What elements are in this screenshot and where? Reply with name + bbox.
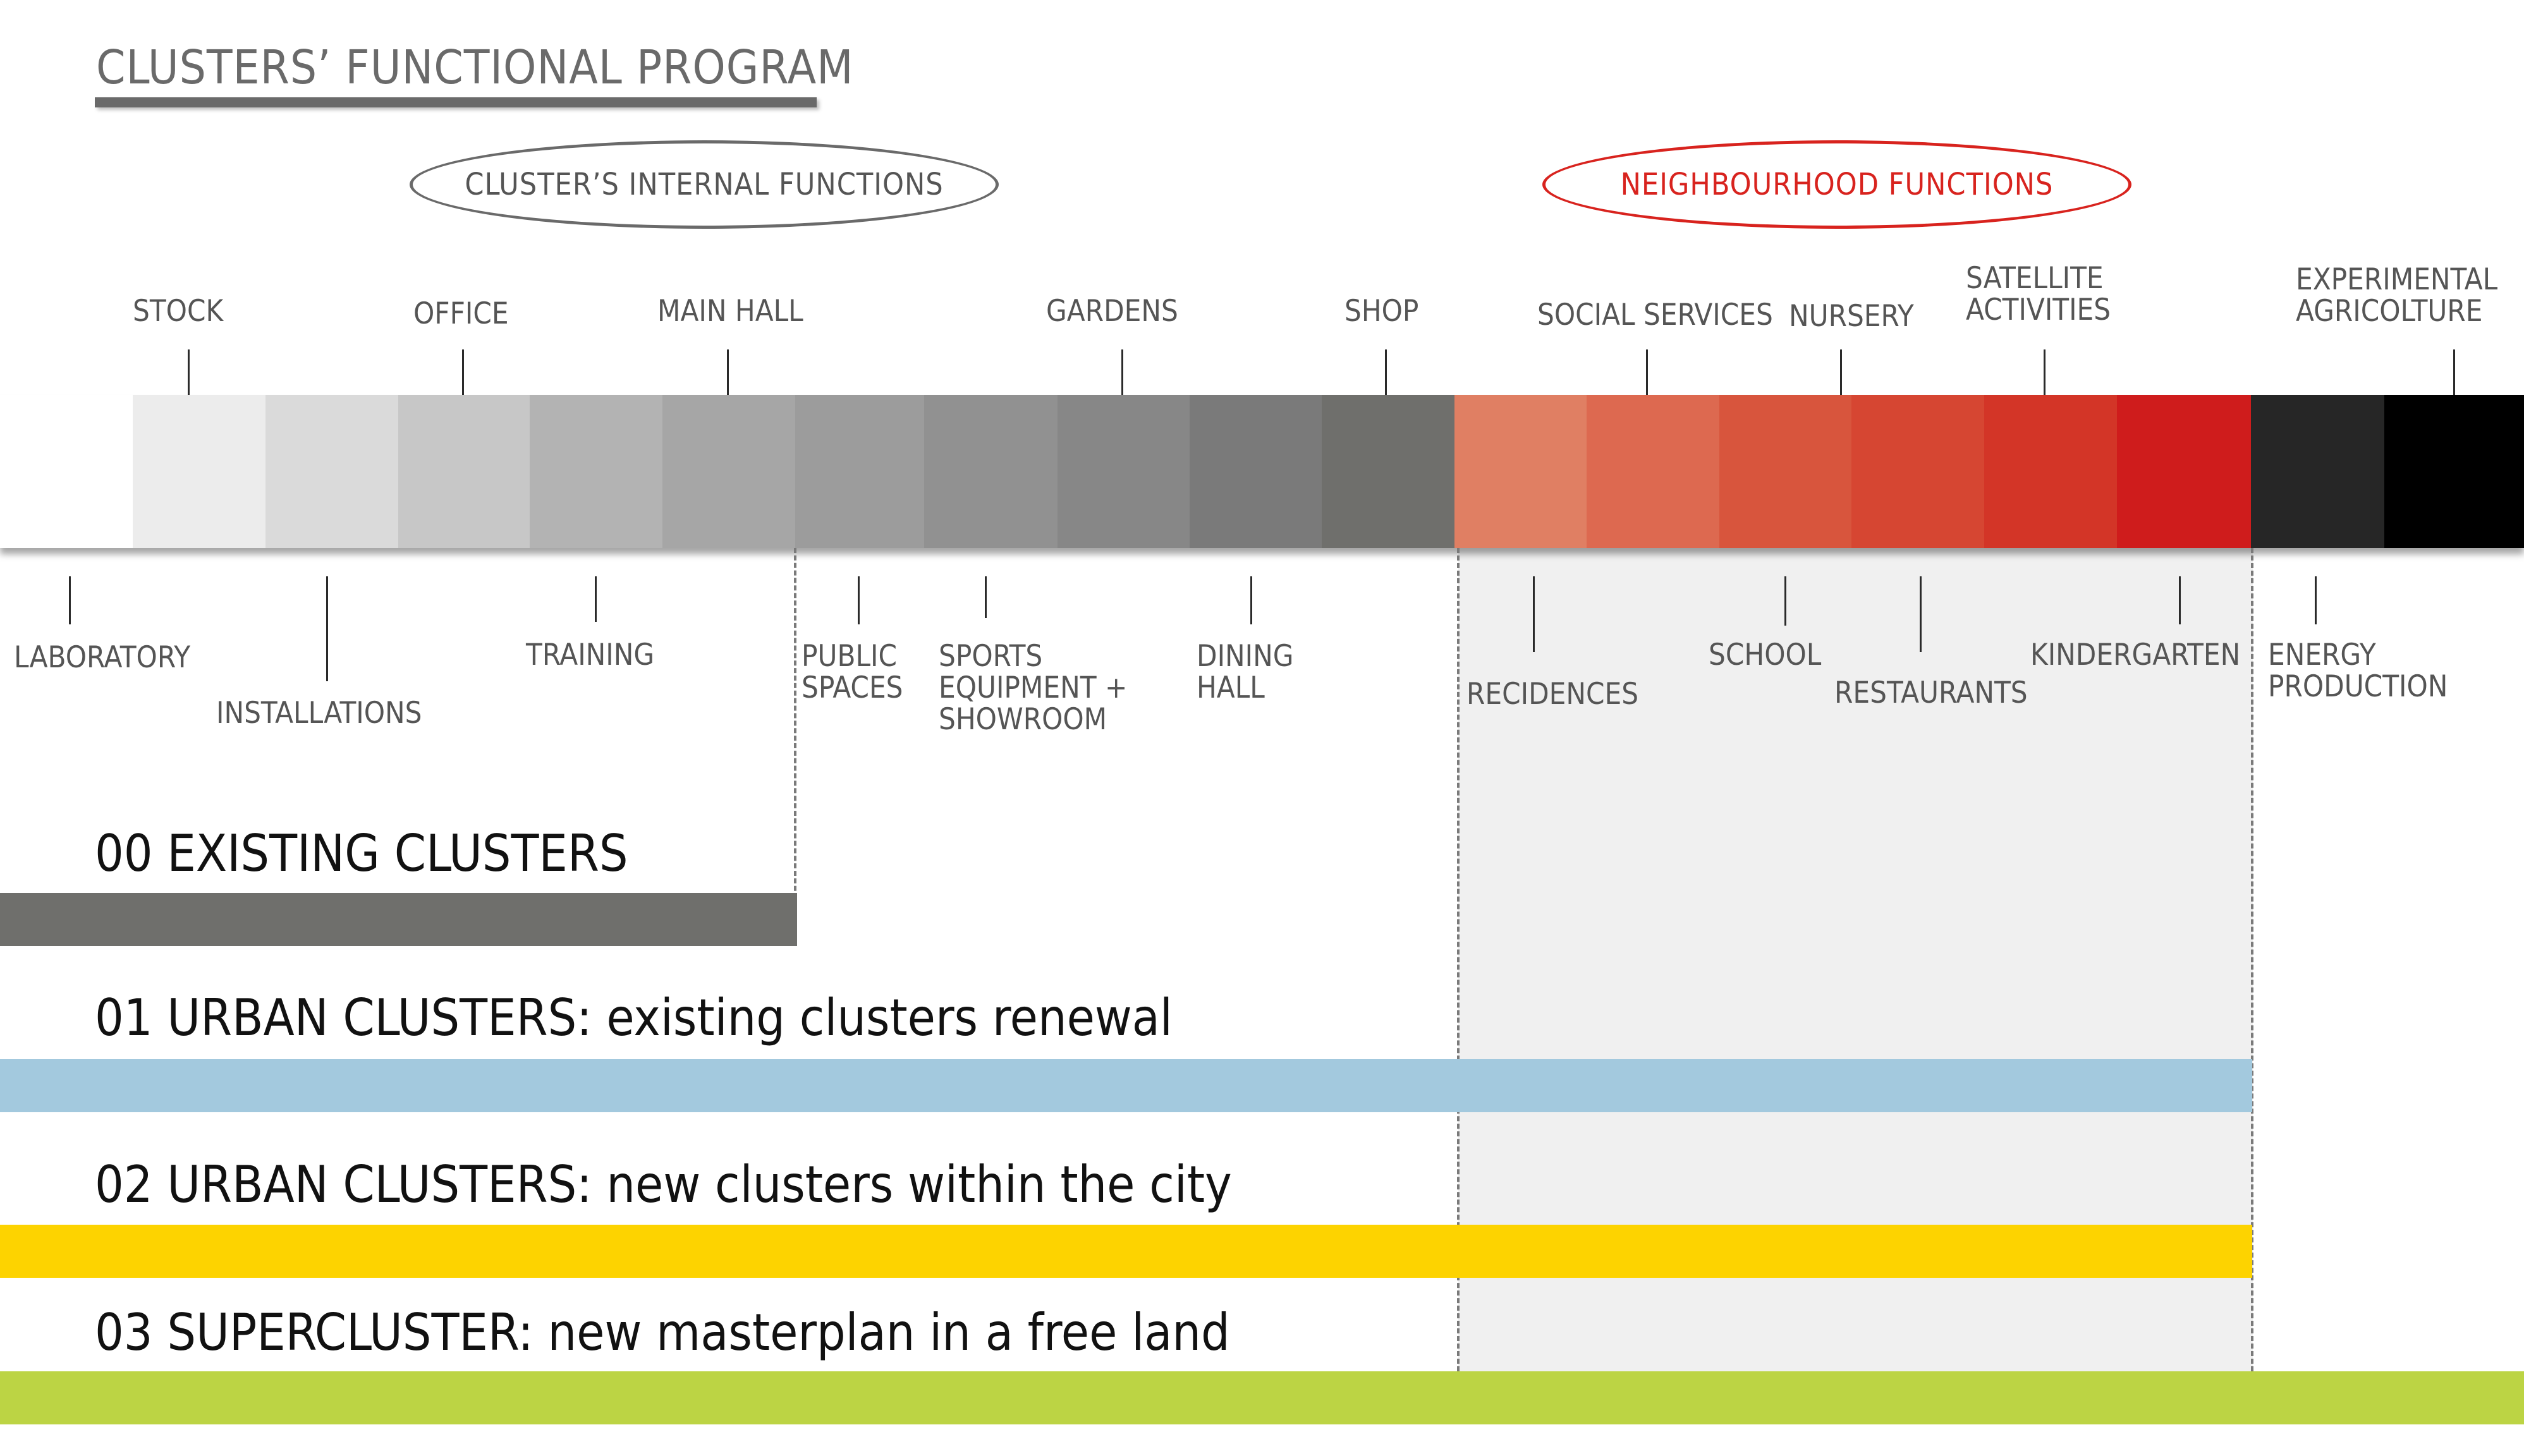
- label-sports-equipment: SPORTS EQUIPMENT + SHOWROOM: [939, 639, 1128, 737]
- tick-sports: [985, 576, 987, 618]
- segment-gray-9: [1058, 395, 1192, 548]
- divider-neighbourhood-end: [2251, 548, 2253, 1371]
- row-00-title: 00 EXISTING CLUSTERS: [95, 824, 628, 883]
- row-03-suffix: new masterplan in a free land: [547, 1303, 1230, 1362]
- title-underline: [95, 97, 817, 107]
- tick-dining: [1250, 576, 1252, 624]
- row-01-suffix: existing clusters renewal: [606, 988, 1173, 1047]
- segment-gray-4: [398, 395, 532, 548]
- tick-installations: [326, 576, 328, 681]
- tick-shop: [1385, 349, 1387, 395]
- label-kindergarten: KINDERGARTEN: [2030, 638, 2241, 672]
- label-gardens: GARDENS: [1046, 294, 1178, 329]
- label-stock: STOCK: [133, 294, 224, 329]
- tick-office: [462, 349, 464, 395]
- tick-nursery: [1840, 349, 1842, 395]
- label-training: TRAINING: [526, 638, 655, 672]
- internal-functions-ellipse: CLUSTER’S INTERNAL FUNCTIONS: [410, 140, 999, 229]
- label-laboratory: LABORATORY: [14, 640, 191, 675]
- row-02-title: 02 URBAN CLUSTERS: new clusters within t…: [95, 1156, 1232, 1213]
- row-03-bar: [0, 1371, 2524, 1424]
- divider-existing: [794, 548, 796, 943]
- label-main-hall: MAIN HALL: [657, 294, 803, 329]
- segment-gray-7: [795, 395, 925, 548]
- segment-red-1: [1454, 395, 1588, 548]
- segment-gray-2: [133, 395, 267, 548]
- segment-dark-2: [2384, 395, 2524, 548]
- tick-energy: [2315, 576, 2317, 624]
- segment-gray-6: [662, 395, 797, 548]
- tick-school: [1784, 576, 1786, 626]
- label-recidences: RECIDENCES: [1466, 677, 1639, 712]
- tick-restaurants: [1920, 576, 1922, 652]
- segment-red-6: [2117, 395, 2252, 548]
- segment-red-4: [1851, 395, 1986, 548]
- tick-recidences: [1533, 576, 1535, 652]
- tick-main-hall: [727, 349, 729, 395]
- neighbourhood-functions-ellipse: NEIGHBOURHOOD FUNCTIONS: [1542, 140, 2131, 229]
- tick-training: [595, 576, 597, 622]
- label-satellite-activities: SATELLITE ACTIVITIES: [1966, 261, 2111, 327]
- label-nursery: NURSERY: [1789, 299, 1914, 334]
- row-03-title: 03 SUPERCLUSTER: new masterplan in a fre…: [95, 1304, 1230, 1361]
- page-title: CLUSTERS’ FUNCTIONAL PROGRAM: [96, 40, 854, 95]
- segment-red-2: [1587, 395, 1721, 548]
- row-02-suffix: new clusters within the city: [606, 1155, 1232, 1214]
- segment-red-3: [1719, 395, 1853, 548]
- row-02-prefix: 02 URBAN CLUSTERS:: [95, 1155, 592, 1214]
- label-installations: INSTALLATIONS: [216, 696, 422, 731]
- segment-red-5: [1984, 395, 2119, 548]
- label-public-spaces: PUBLIC SPACES: [802, 639, 903, 705]
- segment-gray-8: [924, 395, 1059, 548]
- segment-gray-3: [265, 395, 399, 548]
- tick-gardens: [1121, 349, 1123, 395]
- label-restaurants: RESTAURANTS: [1834, 676, 2028, 710]
- row-00-bar: [0, 893, 797, 946]
- label-shop: SHOP: [1344, 294, 1419, 329]
- tick-public-spaces: [858, 576, 860, 624]
- label-school: SCHOOL: [1709, 638, 1822, 672]
- divider-neighbourhood-start: [1457, 548, 1460, 1371]
- segment-gray-10: [1190, 395, 1324, 548]
- tick-experimental-agricolture: [2453, 349, 2455, 395]
- label-office: OFFICE: [413, 296, 509, 331]
- segment-gray-5: [530, 395, 664, 548]
- tick-satellite-activities: [2044, 349, 2045, 395]
- row-01-prefix: 01 URBAN CLUSTERS:: [95, 988, 592, 1047]
- tick-kindergarten: [2179, 576, 2181, 624]
- label-social-services: SOCIAL SERVICES: [1537, 298, 1773, 332]
- tick-laboratory: [69, 576, 71, 624]
- row-01-bar: [0, 1059, 2252, 1112]
- segment-dark-1: [2251, 395, 2386, 548]
- segment-gray-11: [1322, 395, 1456, 548]
- row-02-bar: [0, 1225, 2252, 1278]
- label-dining-hall: DINING HALL: [1197, 639, 1294, 705]
- row-01-title: 01 URBAN CLUSTERS: existing clusters ren…: [95, 990, 1173, 1046]
- tick-stock: [188, 349, 190, 395]
- segment-gray-1: [0, 395, 134, 548]
- label-experimental-agricolture: EXPERIMENTAL AGRICOLTURE: [2296, 262, 2498, 329]
- tick-social-services: [1646, 349, 1648, 395]
- label-energy-production: ENERGY PRODUCTION: [2268, 638, 2448, 704]
- row-03-prefix: 03 SUPERCLUSTER:: [95, 1303, 533, 1362]
